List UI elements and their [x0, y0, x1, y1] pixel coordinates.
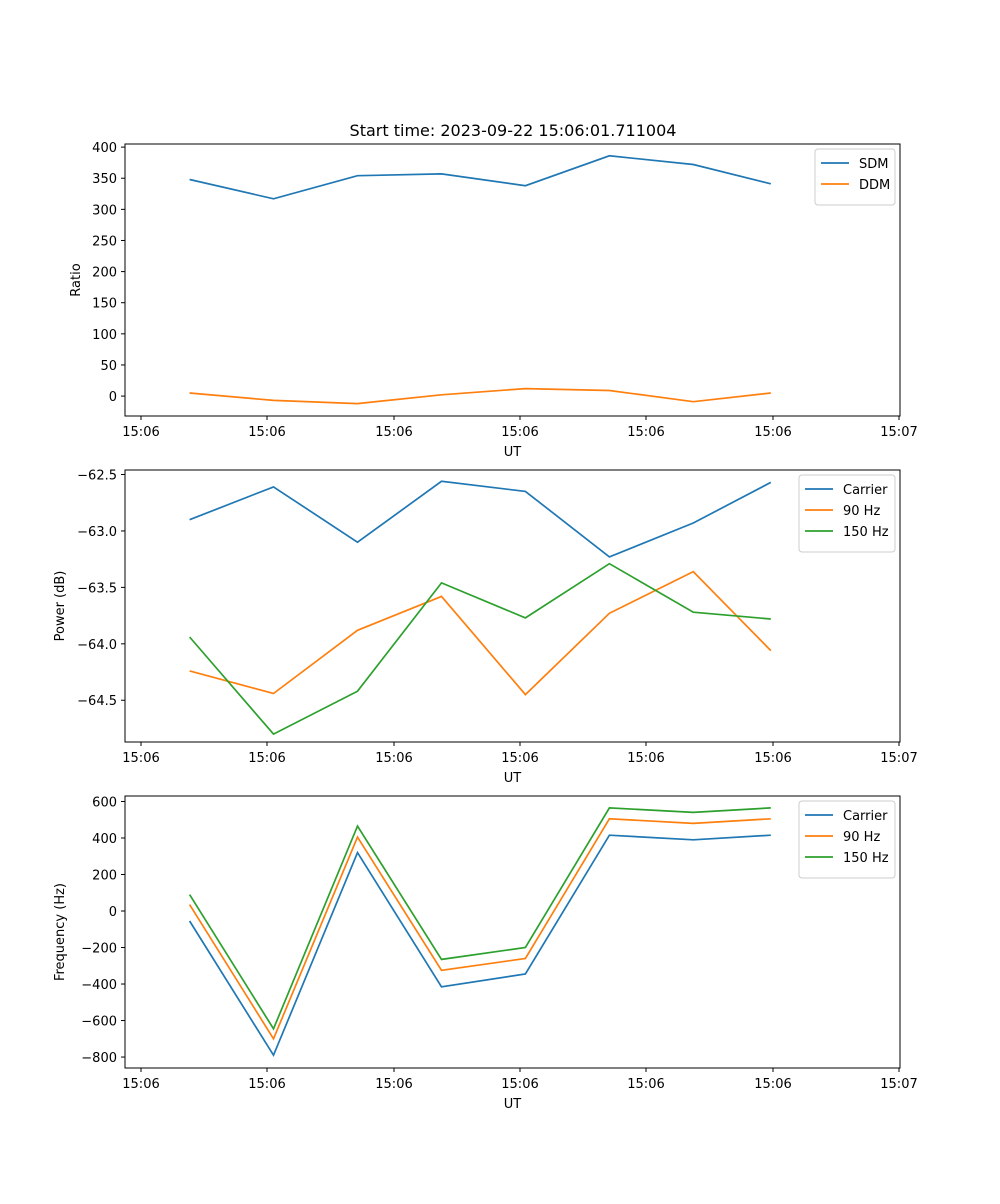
y-tick-label: 200	[92, 868, 117, 883]
y-axis-label: Ratio	[69, 263, 84, 296]
legend-box	[798, 474, 896, 553]
y-tick-label: 0	[109, 905, 117, 920]
x-tick-label: 15:06	[375, 751, 412, 766]
x-tick-label: 15:06	[501, 751, 538, 766]
chart-panel-3: 15:06 15:06 15:06 15:06 15:06 15:06 15:07 −800 −…	[53, 795, 918, 1112]
x-tick-label: 15:06	[754, 1077, 791, 1092]
x-tick-label: 15:06	[501, 425, 538, 440]
x-tick-label: 15:07	[880, 1077, 917, 1092]
series-line-sdm	[189, 154, 772, 200]
y-tick-label: −62.5	[77, 469, 117, 484]
chart-title: Start time: 2023-09-22 15:06:01.711004	[350, 121, 677, 140]
x-tick-label: 15:06	[248, 425, 285, 440]
series-line-carrier	[189, 480, 772, 558]
x-axis-label: UT	[504, 771, 522, 786]
plot-area	[124, 795, 901, 1069]
y-tick-label: −64.0	[77, 638, 117, 653]
y-tick-label: −64.5	[77, 694, 117, 709]
y-tick-label: 400	[92, 832, 117, 847]
x-tick-label: 15:06	[627, 751, 664, 766]
legend-label: 150 Hz	[843, 525, 889, 540]
y-tick-label: 0	[109, 390, 117, 405]
y-tick-label: −63.5	[77, 581, 117, 596]
x-tick-label: 15:06	[375, 1077, 412, 1092]
legend-label: 150 Hz	[843, 851, 889, 866]
chart-panel-1: 15:06 15:06 15:06 15:06 15:06 15:06 15:07 0 50 10…	[69, 141, 918, 460]
y-tick-label: 600	[92, 795, 117, 810]
series-line-90-hz	[189, 570, 772, 696]
y-tick-label: 100	[92, 328, 117, 343]
legend-label: 90 Hz	[843, 504, 880, 519]
x-tick-label: 15:06	[375, 425, 412, 440]
y-tick-label: −400	[81, 978, 117, 993]
legend-label: Carrier	[843, 809, 888, 824]
x-tick-label: 15:06	[754, 425, 791, 440]
chart-panel-2: 15:06 15:06 15:06 15:06 15:06 15:06 15:07 −64.5…	[53, 469, 918, 786]
series-line-carrier	[188, 834, 771, 1058]
series-line-90-hz	[188, 817, 771, 1041]
x-tick-label: 15:06	[122, 425, 159, 440]
series-line-150-hz	[188, 807, 771, 1031]
x-tick-label: 15:06	[248, 1077, 285, 1092]
x-tick-label: 15:07	[880, 751, 917, 766]
legend-label: 90 Hz	[843, 830, 880, 845]
y-tick-label: −63.0	[77, 525, 117, 540]
legend-label: SDM	[859, 157, 888, 172]
x-tick-label: 15:06	[122, 751, 159, 766]
x-axis-label: UT	[504, 1097, 522, 1112]
legend-label: DDM	[859, 178, 890, 193]
legend-label: Carrier	[843, 483, 888, 498]
x-tick-label: 15:06	[248, 751, 285, 766]
y-tick-label: 300	[92, 203, 117, 218]
x-tick-label: 15:07	[880, 425, 917, 440]
y-tick-label: 150	[92, 297, 117, 312]
y-tick-label: −800	[81, 1051, 117, 1066]
plot-area	[124, 143, 901, 417]
x-tick-label: 15:06	[501, 1077, 538, 1092]
y-tick-label: −600	[81, 1015, 117, 1030]
x-tick-label: 15:06	[122, 1077, 159, 1092]
plot-area	[124, 469, 901, 743]
y-axis-label: Power (dB)	[53, 571, 68, 642]
y-tick-label: 200	[92, 266, 117, 281]
y-tick-label: 350	[92, 172, 117, 187]
y-tick-label: 250	[92, 234, 117, 249]
y-tick-label: 400	[92, 141, 117, 156]
x-tick-label: 15:06	[627, 425, 664, 440]
y-tick-label: 50	[100, 359, 117, 374]
y-axis-label: Frequency (Hz)	[53, 883, 68, 981]
y-tick-label: −200	[81, 942, 117, 957]
x-tick-label: 15:06	[627, 1077, 664, 1092]
x-axis-label: UT	[504, 445, 522, 460]
x-tick-label: 15:06	[754, 751, 791, 766]
legend-box	[798, 800, 896, 879]
series-line-150-hz	[188, 562, 771, 736]
series-line-ddm	[189, 387, 771, 405]
